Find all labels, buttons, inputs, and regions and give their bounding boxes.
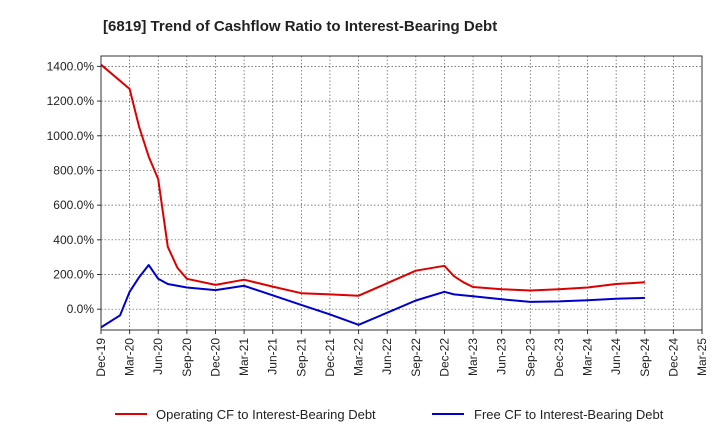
x-tick-label: Mar-24 [581,338,595,376]
x-tick-label: Jun-21 [266,338,280,375]
x-tick-label: Dec-21 [323,338,337,377]
y-tick-label: 800.0% [53,163,94,177]
x-tick-label: Jun-24 [609,338,623,375]
grid [100,56,703,330]
x-tick-label: Dec-22 [437,338,451,377]
series-line-operating-cf [100,63,645,297]
x-tick-label: Sep-20 [180,338,194,377]
y-tick-label: 400.0% [53,233,94,247]
x-tick-label: Mar-23 [466,338,480,376]
series-layer [100,63,645,329]
x-tick-label: Jun-23 [495,338,509,375]
y-tick-label: 0.0% [67,302,95,316]
x-tick-label: Dec-24 [666,338,680,377]
x-tick-label: Mar-21 [237,338,251,376]
x-tick-label: Sep-23 [523,338,537,377]
y-tick-label: 1400.0% [47,59,95,73]
x-tick-label: Sep-21 [294,338,308,377]
legend-label: Free CF to Interest-Bearing Debt [474,407,664,422]
x-tick-label: Dec-23 [552,338,566,377]
x-axis-ticks: Dec-19 Mar-20 Jun-20 Sep-20 Dec-20 Mar-21 Jun-… [94,330,709,377]
x-tick-label: Mar-20 [123,338,137,376]
x-tick-label: Dec-19 [94,338,108,377]
series-line-free-cf [100,264,645,329]
y-axis-ticks: 0.0% 200.0% 400.0% 600.0% 800.0% 1000.0% 1200.… [47,59,101,316]
x-tick-label: Jun-22 [380,338,394,375]
x-tick-label: Mar-22 [352,338,366,376]
x-tick-label: Jun-20 [151,338,165,375]
x-tick-label: Dec-20 [208,338,222,377]
legend-label: Operating CF to Interest-Bearing Debt [156,407,376,422]
x-tick-label: Mar-25 [695,338,709,376]
y-tick-label: 600.0% [53,198,94,212]
plot-frame [100,55,703,331]
y-tick-label: 1200.0% [47,94,95,108]
x-tick-label: Sep-22 [409,338,423,377]
legend: Operating CF to Interest-Bearing Debt Fre… [115,407,664,422]
x-tick-label: Sep-24 [638,338,652,377]
y-tick-label: 200.0% [53,268,94,282]
chart-title: [6819] Trend of Cashflow Ratio to Intere… [103,18,497,35]
y-tick-label: 1000.0% [47,129,95,143]
